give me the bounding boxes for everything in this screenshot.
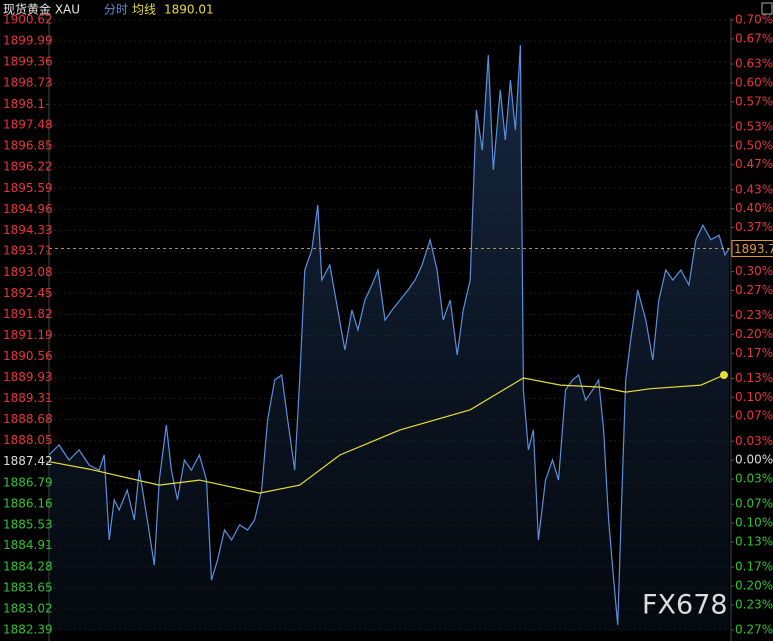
y2-tick-label: 0.10% xyxy=(735,516,773,530)
y2-tick-label: 0.47% xyxy=(735,157,773,171)
y2-tick-label: 0.03% xyxy=(735,434,773,448)
y2-tick-label: 0.07% xyxy=(735,409,773,423)
y-tick-label: 1888.05 xyxy=(3,433,53,447)
y-tick-label: 1889.31 xyxy=(3,391,53,405)
average-line xyxy=(48,374,725,494)
y2-tick-label: 0.63% xyxy=(735,57,773,71)
price-line xyxy=(48,45,730,626)
watermark: FX678 xyxy=(642,590,728,621)
y-tick-label: 1891.82 xyxy=(3,307,53,321)
y2-tick-label: 0.27% xyxy=(735,283,773,297)
y2-tick-label: 0.57% xyxy=(735,94,773,108)
y-tick-label: 1893.71 xyxy=(3,244,53,258)
y2-tick-label: 0.13% xyxy=(735,534,773,548)
y2-tick-label: 0.37% xyxy=(735,220,773,234)
y-tick-label: 1882.39 xyxy=(3,623,53,637)
y-tick-label: 1895.59 xyxy=(3,181,53,195)
y-tick-label: 1883.02 xyxy=(3,601,53,615)
y-tick-label: 1896.22 xyxy=(3,160,53,174)
y2-tick-label: 0.00% xyxy=(735,453,773,467)
y-tick-label: 1889.93 xyxy=(3,370,53,384)
chart-title: 现货黄金 XAU xyxy=(3,2,80,17)
y2-tick-label: 0.50% xyxy=(735,138,773,152)
y-tick-label: 1894.96 xyxy=(3,202,53,216)
y-tick-label: 1900.62 xyxy=(3,13,53,27)
axes: 1900.62 1899.99 1899.36 1898.73 1898.1 1897.4… xyxy=(3,13,773,637)
y-tick-label: 1898.1 xyxy=(3,97,45,111)
y-tick-label: 1896.85 xyxy=(3,139,53,153)
y-tick-label: 1890.56 xyxy=(3,349,53,363)
y2-tick-label: 0.70% xyxy=(735,13,773,27)
y2-tick-label: 0.23% xyxy=(735,597,773,611)
plot xyxy=(48,45,731,631)
y2-tick-label: 0.07% xyxy=(735,497,773,511)
y2-tick-label: 0.60% xyxy=(735,75,773,89)
average-last-dot xyxy=(719,371,728,380)
y-tick-label: 1893.08 xyxy=(3,265,53,279)
y2-tick-label: 0.30% xyxy=(735,264,773,278)
y2-tick-label: 0.27% xyxy=(735,623,773,637)
y2-tick-label: 0.03% xyxy=(735,472,773,486)
legend-entry[interactable]: 均线 xyxy=(132,3,156,17)
y2-tick-label: 0.40% xyxy=(735,201,773,215)
y2-tick-label: 0.17% xyxy=(735,560,773,574)
y-tick-label: 1899.36 xyxy=(3,55,53,69)
y2-tick-label: 0.10% xyxy=(735,390,773,404)
average-value: 1890.01 xyxy=(164,3,214,17)
y-tick-label: 1894.33 xyxy=(3,223,53,237)
y-tick-label: 1886.16 xyxy=(3,496,53,510)
price-area xyxy=(49,45,729,631)
y-tick-label: 1887.42 xyxy=(3,454,53,468)
y-tick-label: 1897.48 xyxy=(3,118,53,132)
y-tick-label: 1898.73 xyxy=(3,76,53,90)
y2-tick-label: 0.23% xyxy=(735,308,773,322)
y-tick-label: 1891.19 xyxy=(3,328,53,342)
y2-tick-label: 0.53% xyxy=(735,119,773,133)
corner-icon[interactable] xyxy=(761,2,773,15)
y2-tick-label: 0.43% xyxy=(735,182,773,196)
last-price-label: 1893.79 xyxy=(734,242,773,256)
legend-entry[interactable]: 分时 xyxy=(104,3,128,17)
y-tick-label: 1899.99 xyxy=(3,34,53,48)
y-tick-label: 1884.91 xyxy=(3,538,53,552)
y-tick-label: 1884.28 xyxy=(3,559,53,573)
y2-tick-label: 0.20% xyxy=(735,578,773,592)
y-tick-label: 1883.65 xyxy=(3,580,53,594)
y-tick-label: 1886.79 xyxy=(3,475,53,489)
y2-tick-label: 0.67% xyxy=(735,31,773,45)
y2-tick-label: 0.20% xyxy=(735,327,773,341)
y2-tick-label: 0.17% xyxy=(735,346,773,360)
last-price-box xyxy=(731,240,773,258)
y-tick-label: 1888.68 xyxy=(3,412,53,426)
y2-tick-label: 0.13% xyxy=(735,371,773,385)
y-tick-label: 1892.45 xyxy=(3,286,53,300)
y-tick-label: 1885.53 xyxy=(3,517,53,531)
